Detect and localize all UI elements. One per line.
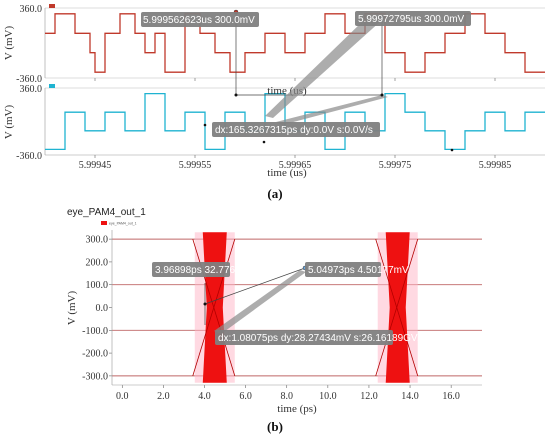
marker-dot-3 (203, 123, 207, 127)
annotation-text-3: dx:165.3267315ps dy:0.0V s:0.0V/s (215, 125, 373, 136)
eye-annotation-text-3: dx:1.08075ps dy:28.27434mV s:26.16189GV/… (218, 333, 425, 344)
eye-annotation-box-3 (215, 330, 393, 345)
annotation-text-1: 5.999562623us 300.0mV (143, 15, 255, 26)
eye-y-tick-label-6: -300.0 (82, 371, 108, 382)
cursor-point-3 (234, 93, 238, 97)
eye-y-tick-label-1: 200.0 (86, 257, 109, 268)
eye-cursor-point-1 (203, 302, 207, 306)
x-tick-label-3: 5.99975 (379, 160, 412, 171)
eye-crossing-band-1 (385, 232, 410, 383)
marker-dot-1 (262, 140, 266, 144)
legend-label-eye: eye_PAM4_out_1 (109, 222, 137, 226)
eye-annotation-box-1 (152, 262, 230, 277)
top-y-tick-max: 360.0 (20, 4, 43, 15)
eye-annotation-text-1: 3.96898ps 32.7761mV (155, 265, 256, 276)
eye-x-tick-label-4: 8.0 (280, 391, 293, 402)
annotation-box-2 (355, 11, 471, 26)
panel-b: eye_PAM4_out_1 eye_PAM4_out_1 300.0 200.0… (66, 207, 482, 434)
marker-dot-2 (450, 148, 454, 152)
top-y-axis-label: V (mV) (3, 26, 15, 61)
eye-title: eye_PAM4_out_1 (67, 207, 146, 218)
x-tick-label-4: 5.99985 (479, 160, 512, 171)
panel-b-y-ticks: 300.0 200.0 100.0 0.0 -100.0 -200.0 -300.0 (82, 235, 112, 382)
top-y-tick-min: -360.0 (16, 74, 42, 85)
eye-annotation-text-2: 5.04973ps 4.50177mV (308, 265, 409, 276)
bottom-y-tick-min: -360.0 (16, 151, 42, 162)
eye-y-tick-label-2: 100.0 (86, 280, 109, 291)
x-tick-label-1: 5.99955 (179, 160, 212, 171)
bottom-y-axis-label: V (mV) (3, 105, 15, 140)
annotation-leader-1 (265, 20, 382, 118)
panel-a-label: (a) (267, 186, 282, 201)
legend-swatch-eye (101, 221, 107, 225)
panel-a-background (0, 0, 550, 185)
eye-y-tick-label-0: 300.0 (86, 235, 109, 246)
eye-x-tick-label-8: 16.0 (442, 391, 460, 402)
eye-x-tick-label-1: 2.0 (157, 391, 170, 402)
eye-y-tick-label-4: -100.0 (82, 326, 108, 337)
legend-swatch-red (49, 4, 55, 8)
eye-transition-up-0 (192, 239, 236, 376)
x-tick-label-2: 5.99965 (279, 160, 312, 171)
eye-cursor-link (204, 267, 306, 305)
eye-x-tick-label-0: 0.0 (116, 391, 129, 402)
bottom-x-axis-label: time (us) (267, 167, 307, 179)
panel-b-gridlines (112, 238, 482, 377)
eye-diagram (192, 232, 419, 383)
eye-x-tick-label-7: 14.0 (401, 391, 419, 402)
eye-y-tick-label-5: -200.0 (82, 349, 108, 360)
eye-x-tick-label-2: 4.0 (198, 391, 211, 402)
eye-transition-up-1 (375, 239, 419, 376)
series-line-red (45, 13, 545, 73)
eye-annotation-box-2 (305, 262, 381, 277)
panel-b-y-axis-label: V (mV) (66, 291, 78, 326)
eye-x-tick-label-5: 10.0 (319, 391, 337, 402)
annotation-box-3 (212, 122, 380, 137)
panel-b-x-axis-label: time (ps) (277, 403, 317, 415)
panel-a-x-ticks: 5.99945 5.99955 5.99965 5.99975 5.99985 (79, 78, 512, 171)
annotation-text-2: 5.99972795us 300.0mV (358, 14, 465, 25)
x-tick-label-0: 5.99945 (79, 160, 112, 171)
annotation-leader-2 (276, 95, 388, 125)
annotation-box-1 (141, 12, 259, 27)
panel-b-x-ticks: 0.0 2.0 4.0 6.0 8.0 10.0 12.0 14.0 16.0 (116, 385, 460, 402)
panel-a: 360.0 -360.0 V (mV) 360.0 -360.0 V (mV) … (0, 0, 550, 201)
eye-x-tick-label-6: 12.0 (360, 391, 378, 402)
legend-swatch-cyan (49, 84, 55, 88)
eye-y-tick-label-3: 0.0 (96, 303, 109, 314)
panel-b-label: (b) (267, 419, 283, 434)
bottom-y-tick-max: 360.0 (20, 84, 43, 95)
cursor-point-4 (380, 93, 384, 97)
eye-annotation-leader (214, 270, 306, 334)
eye-x-tick-label-3: 6.0 (239, 391, 252, 402)
